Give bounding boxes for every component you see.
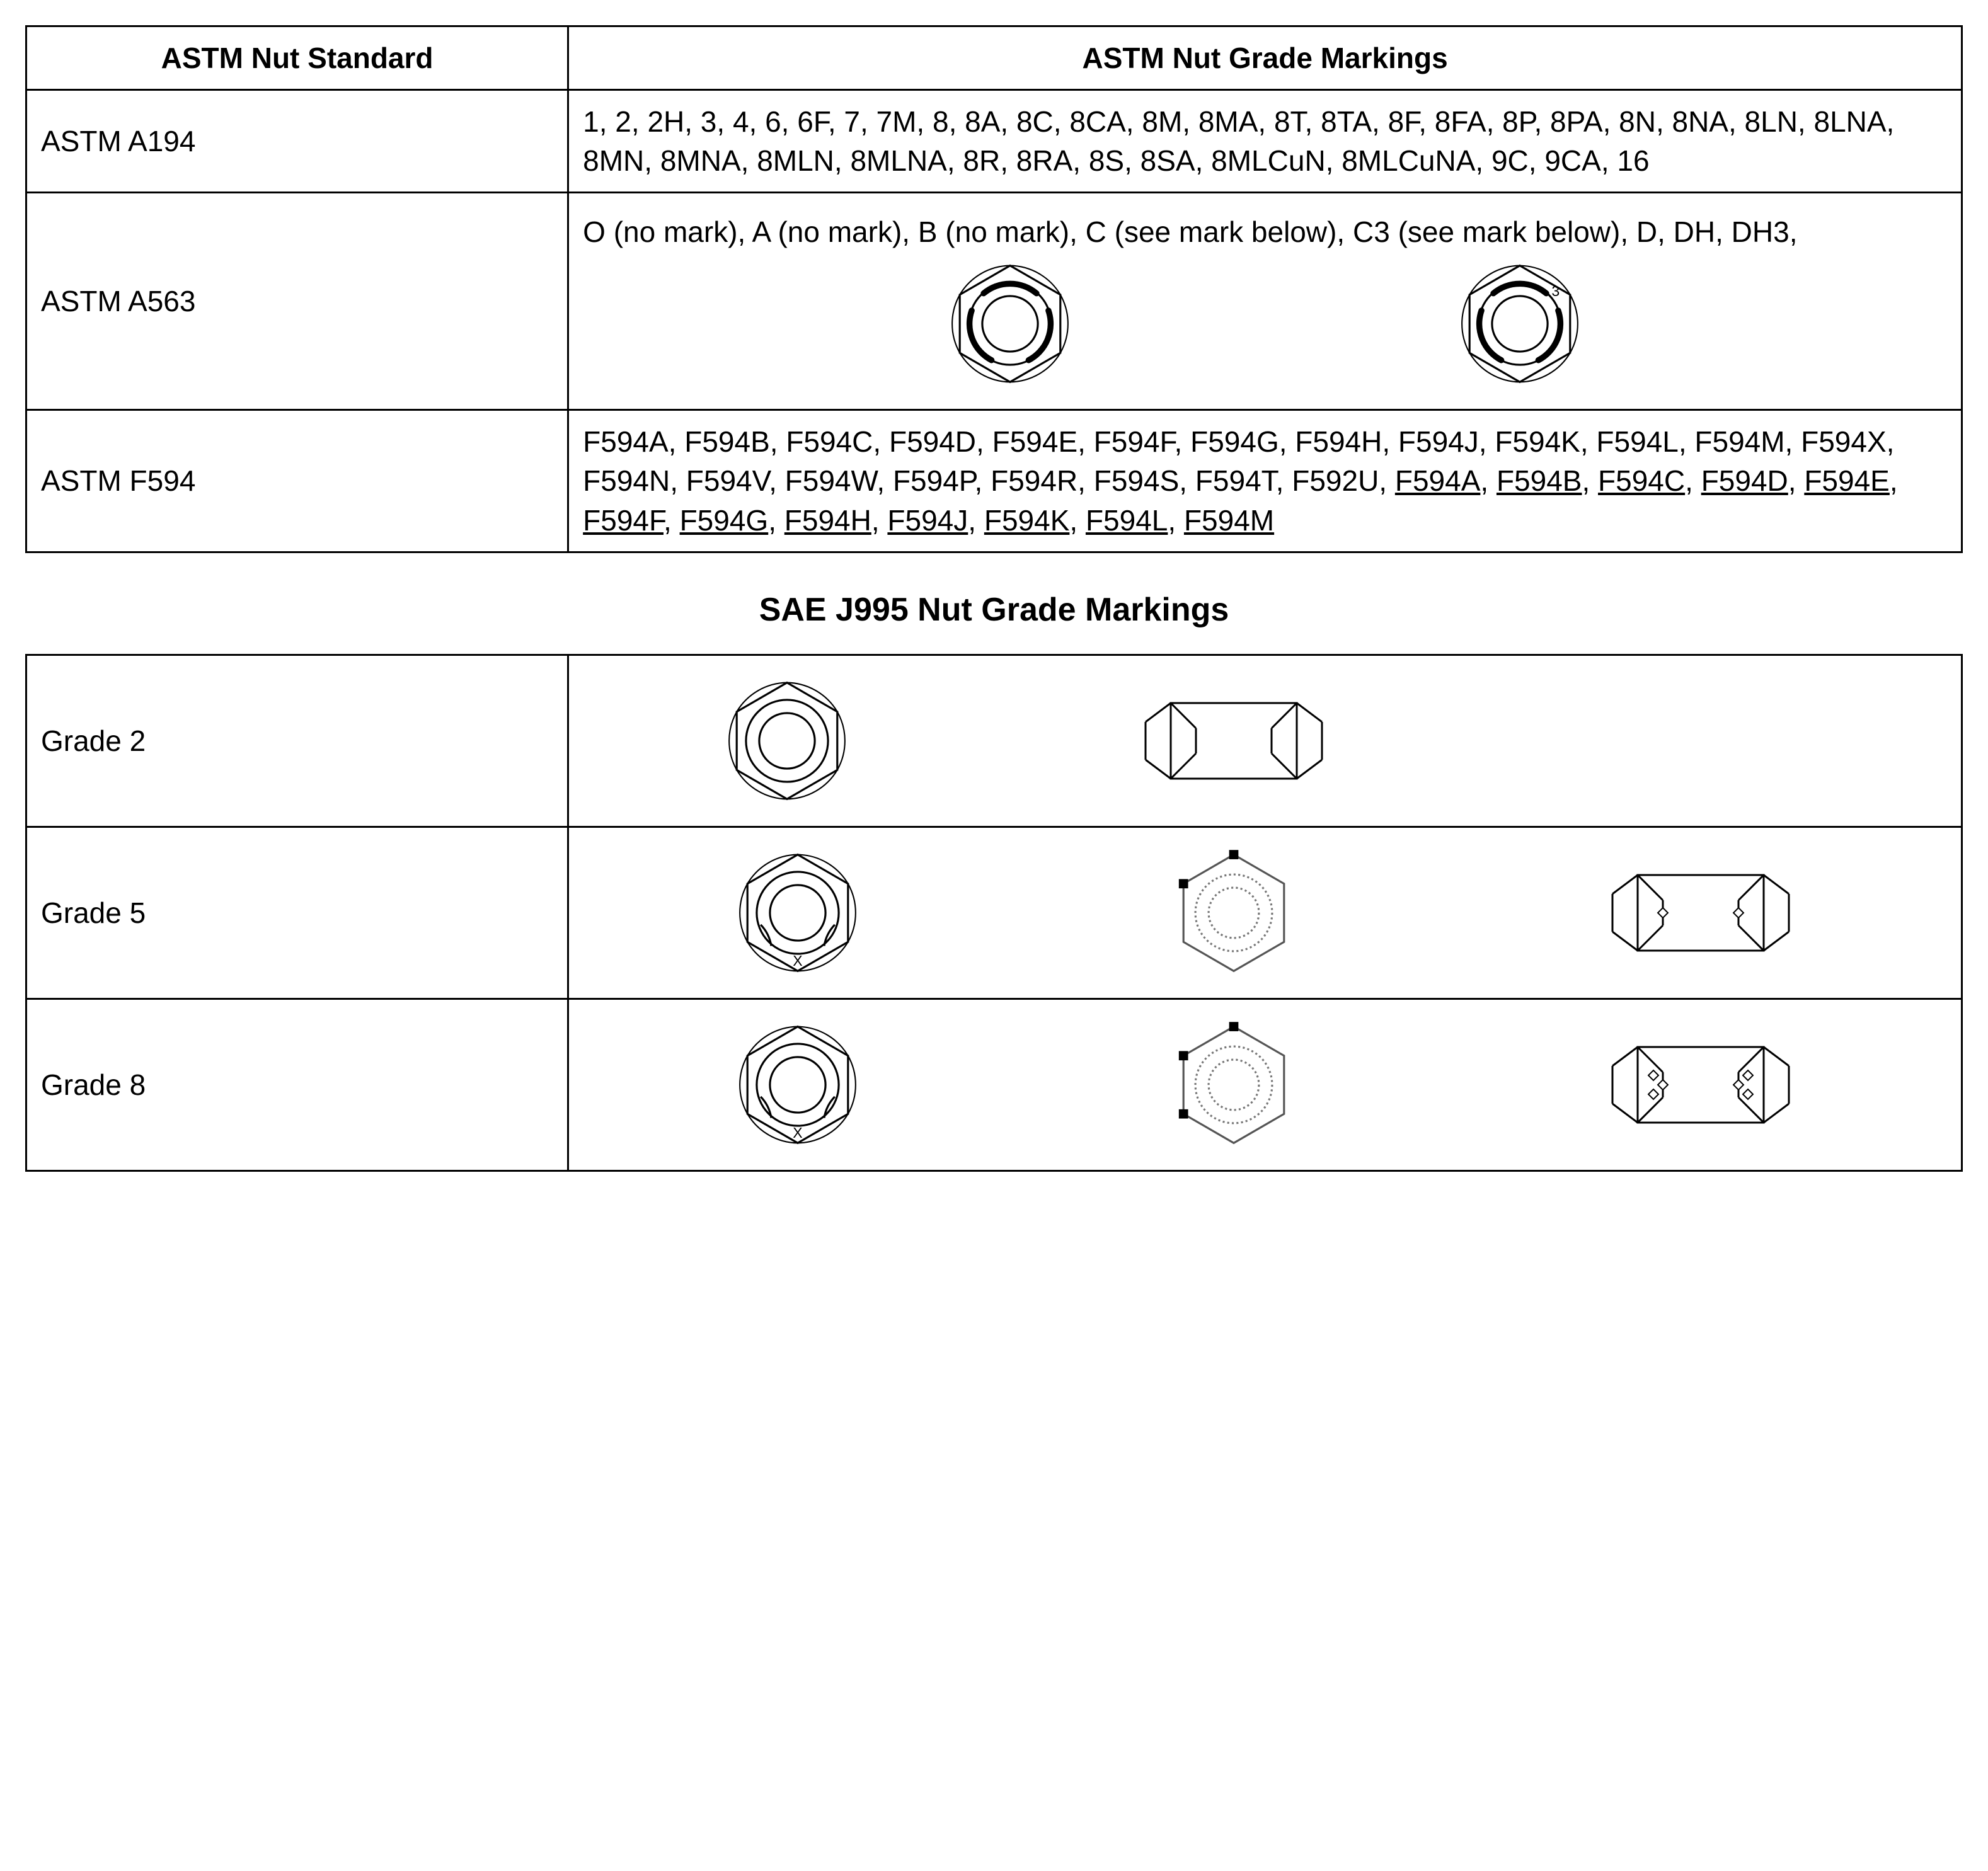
grade-cell: Grade 5 xyxy=(26,827,568,998)
mark-cell: 1, 2, 2H, 3, 4, 6, 6F, 7, 7M, 8, 8A, 8C,… xyxy=(568,90,1962,193)
nut-c-icon xyxy=(941,258,1079,390)
header-mark: ASTM Nut Grade Markings xyxy=(568,26,1962,90)
mark-text: O (no mark), A (no mark), B (no mark), C… xyxy=(583,212,1947,251)
nut-c3-label: 3 xyxy=(1551,283,1560,299)
table-row: ASTM A194 1, 2, 2H, 3, 4, 6, 6F, 7, 7M, … xyxy=(26,90,1962,193)
nut-side-icon xyxy=(1600,862,1801,963)
mark-cell: F594A, F594B, F594C, F594D, F594E, F594F… xyxy=(568,410,1962,552)
table-row: Grade 5 X xyxy=(26,827,1962,998)
header-std: ASTM Nut Standard xyxy=(26,26,568,90)
std-cell: ASTM F594 xyxy=(26,410,568,552)
svg-text:X: X xyxy=(793,1124,802,1141)
sae-nut-table: Grade 2Grade 5 X Grade 8 X xyxy=(25,654,1963,1172)
nut-top-icon xyxy=(718,675,856,807)
table-row: ASTM F594 F594A, F594B, F594C, F594D, F5… xyxy=(26,410,1962,552)
nut-top-icon: X xyxy=(728,847,867,979)
astm-nut-table: ASTM Nut Standard ASTM Nut Grade Marking… xyxy=(25,25,1963,553)
std-cell: ASTM A194 xyxy=(26,90,568,193)
grade-cell: Grade 8 xyxy=(26,998,568,1170)
table-row: ASTM A563 O (no mark), A (no mark), B (n… xyxy=(26,193,1962,410)
nut-c3-icon: 3 xyxy=(1451,258,1589,390)
table-row: Grade 8 X xyxy=(26,998,1962,1170)
nut-top-icon: X xyxy=(728,1019,867,1151)
table-row: Grade 2 xyxy=(26,655,1962,827)
nut-top-dotted-icon xyxy=(1164,1019,1303,1151)
std-cell: ASTM A563 xyxy=(26,193,568,410)
nut-side-icon xyxy=(1600,1034,1801,1135)
grade-markings-cell xyxy=(568,655,1962,827)
nut-side-icon xyxy=(1133,690,1335,791)
mark-cell: O (no mark), A (no mark), B (no mark), C… xyxy=(568,193,1962,410)
nut-top-dotted-icon xyxy=(1164,847,1303,979)
sae-heading: SAE J995 Nut Grade Markings xyxy=(25,591,1963,629)
svg-text:X: X xyxy=(793,953,802,969)
grade-cell: Grade 2 xyxy=(26,655,568,827)
grade-markings-cell: X xyxy=(568,827,1962,998)
grade-markings-cell: X xyxy=(568,998,1962,1170)
